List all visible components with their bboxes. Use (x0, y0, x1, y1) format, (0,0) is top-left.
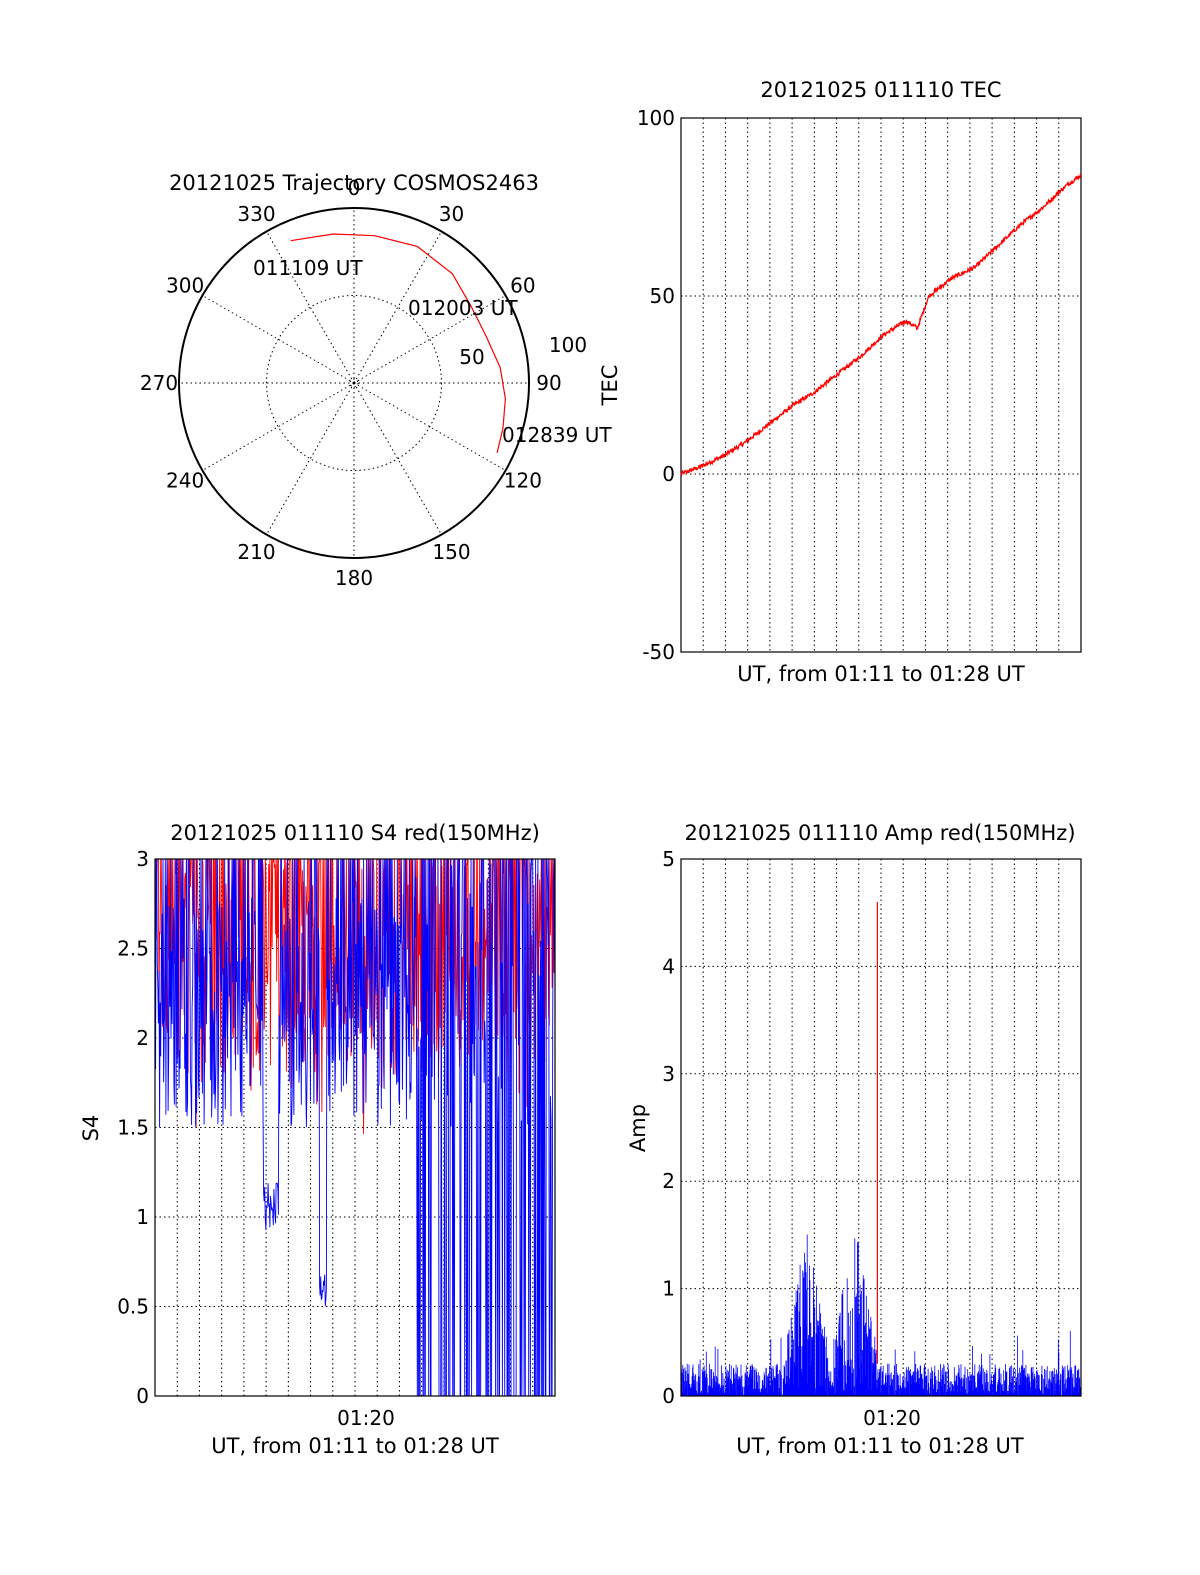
trajectory-start-label: 011109 UT (253, 256, 363, 280)
s4-y-tick: 0.5 (117, 1295, 149, 1319)
s4-y-tick: 3 (136, 847, 149, 871)
amp-title: 20121025 011110 Amp red(150MHz) (684, 821, 1075, 845)
amp-x-axis-label: UT, from 01:11 to 01:28 UT (736, 1434, 1024, 1458)
tec-plot-frame (680, 117, 1082, 653)
tec-y-tick: 100 (637, 106, 675, 130)
polar-trajectory-panel: 20121025 Trajectory COSMOS2463 0 30 60 90 12… (140, 171, 612, 590)
amp-y-tick: 2 (662, 1169, 675, 1193)
azimuth-label-300: 300 (166, 274, 204, 298)
trajectory-end-label: 012839 UT (502, 423, 612, 447)
amp-y-tick: 5 (662, 847, 675, 871)
azimuth-label-180: 180 (335, 566, 373, 590)
tec-series-line (680, 172, 1082, 477)
azimuth-label-120: 120 (504, 469, 542, 493)
polar-center-ring (349, 378, 359, 388)
polar-grid (179, 208, 529, 558)
s4-x-tick-0120: 01:20 (337, 1406, 395, 1430)
azimuth-label-210: 210 (237, 540, 275, 564)
s4-y-tick: 2.5 (117, 937, 149, 961)
amp-y-tick: 0 (662, 1384, 675, 1408)
s4-panel: 20121025 011110 S4 red(150MHz) 3 2.5 2 1.5 1… (79, 821, 556, 1458)
tec-y-axis-label: TEC (598, 365, 622, 407)
tec-x-axis-label: UT, from 01:11 to 01:28 UT (737, 662, 1025, 686)
tec-y-tick: 50 (650, 284, 675, 308)
azimuth-label-150: 150 (432, 540, 470, 564)
tec-y-tick: -50 (642, 640, 675, 664)
tec-panel: 20121025 011110 TEC 100 50 0 -50 UT, from 0… (598, 78, 1082, 686)
s4-y-axis-label: S4 (79, 1115, 103, 1142)
amp-plot-frame (680, 858, 1082, 1397)
polar-spoke-210 (266, 382, 355, 535)
amp-x-tick-0120: 01:20 (863, 1406, 921, 1430)
azimuth-label-270: 270 (140, 371, 178, 395)
tec-title: 20121025 011110 TEC (760, 78, 1001, 102)
azimuth-label-330: 330 (237, 202, 275, 226)
amp-y-tick-labels: 5 4 3 2 1 0 (662, 847, 675, 1408)
s4-y-tick: 1 (136, 1205, 149, 1229)
azimuth-label-60: 60 (510, 274, 535, 298)
amp-grid (681, 859, 1081, 1396)
polar-ring-50 (266, 295, 442, 471)
amp-blue-line (680, 1234, 1082, 1396)
s4-y-tick-labels: 3 2.5 2 1.5 1 0.5 0 (117, 847, 149, 1408)
amp-y-axis-label: Amp (626, 1104, 650, 1152)
trajectory-line (290, 233, 507, 453)
azimuth-label-0: 0 (348, 176, 361, 200)
polar-title: 20121025 Trajectory COSMOS2463 (169, 171, 539, 195)
polar-spoke-240 (202, 382, 355, 471)
tec-grid (681, 118, 1081, 652)
s4-y-tick: 2 (136, 1026, 149, 1050)
radial-label-50: 50 (459, 345, 484, 369)
amp-blue-series (680, 1234, 1082, 1396)
azimuth-label-240: 240 (166, 469, 204, 493)
amp-y-tick: 4 (662, 954, 675, 978)
tec-y-tick-labels: 100 50 0 -50 (637, 106, 675, 664)
s4-title: 20121025 011110 S4 red(150MHz) (170, 821, 540, 845)
azimuth-label-90: 90 (536, 371, 561, 395)
radial-label-100: 100 (549, 333, 587, 357)
s4-plot-frame (154, 858, 556, 1397)
trajectory-mid-label: 012003 UT (408, 296, 518, 320)
s4-y-tick: 0 (136, 1384, 149, 1408)
azimuth-label-30: 30 (439, 202, 464, 226)
amp-y-tick: 1 (662, 1277, 675, 1301)
s4-y-tick: 1.5 (117, 1116, 149, 1140)
amp-panel: 20121025 011110 Amp red(150MHz) 5 4 3 2 1 0 0… (626, 821, 1082, 1458)
s4-x-axis-label: UT, from 01:11 to 01:28 UT (211, 1434, 499, 1458)
amp-y-tick: 3 (662, 1062, 675, 1086)
polar-azimuth-labels: 0 30 60 90 120 150 180 210 240 270 300 330 (140, 176, 562, 590)
polar-outer-ring (178, 207, 530, 559)
tec-y-tick: 0 (662, 462, 675, 486)
